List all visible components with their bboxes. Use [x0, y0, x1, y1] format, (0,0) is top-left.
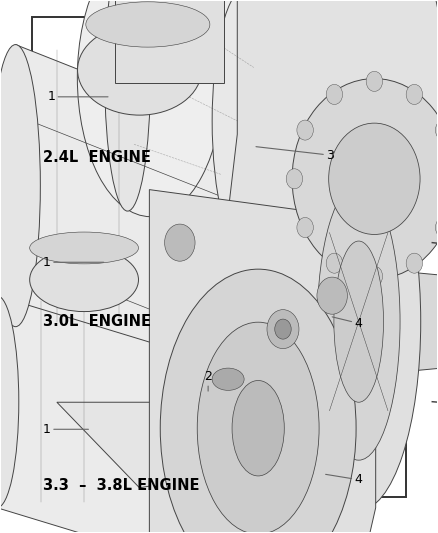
Ellipse shape — [197, 322, 319, 533]
Circle shape — [328, 123, 420, 235]
Ellipse shape — [0, 296, 19, 508]
Ellipse shape — [78, 25, 201, 115]
Circle shape — [292, 78, 438, 279]
Polygon shape — [215, 0, 438, 346]
Bar — [32, 17, 406, 168]
Circle shape — [326, 253, 343, 273]
Ellipse shape — [297, 133, 421, 511]
Text: 1: 1 — [43, 423, 88, 436]
Ellipse shape — [160, 269, 356, 533]
Circle shape — [366, 71, 383, 91]
Circle shape — [406, 84, 423, 104]
Polygon shape — [15, 45, 334, 453]
Bar — [115, 0, 225, 83]
Bar — [32, 346, 406, 497]
Circle shape — [406, 253, 423, 273]
Text: 1: 1 — [43, 256, 104, 269]
Ellipse shape — [318, 183, 400, 460]
Circle shape — [435, 217, 438, 238]
Ellipse shape — [212, 368, 244, 390]
Ellipse shape — [30, 248, 138, 312]
Bar — [32, 182, 406, 333]
Ellipse shape — [30, 232, 138, 264]
Circle shape — [435, 120, 438, 140]
Circle shape — [297, 217, 313, 238]
Ellipse shape — [0, 45, 40, 327]
Circle shape — [326, 84, 343, 104]
Circle shape — [165, 224, 195, 261]
Polygon shape — [0, 296, 171, 533]
Polygon shape — [400, 271, 438, 372]
Text: 2: 2 — [204, 370, 212, 391]
Circle shape — [267, 310, 299, 349]
Polygon shape — [57, 402, 222, 488]
Text: 4: 4 — [332, 317, 362, 330]
Ellipse shape — [78, 0, 223, 216]
Text: 4: 4 — [325, 473, 362, 486]
Text: 2.4L  ENGINE: 2.4L ENGINE — [43, 150, 151, 165]
Ellipse shape — [105, 0, 150, 211]
Ellipse shape — [334, 241, 384, 402]
Circle shape — [297, 120, 313, 140]
Circle shape — [366, 266, 383, 286]
Text: 3.0L  ENGINE: 3.0L ENGINE — [43, 314, 151, 329]
Circle shape — [286, 169, 303, 189]
Circle shape — [317, 277, 347, 314]
Text: 3: 3 — [256, 147, 334, 161]
Text: 3.3  –  3.8L ENGINE: 3.3 – 3.8L ENGINE — [43, 479, 199, 494]
Polygon shape — [150, 0, 269, 244]
Circle shape — [275, 319, 291, 339]
Ellipse shape — [232, 381, 284, 476]
Ellipse shape — [212, 0, 281, 255]
Text: 1: 1 — [47, 90, 108, 103]
Ellipse shape — [86, 2, 210, 47]
Polygon shape — [149, 190, 376, 533]
